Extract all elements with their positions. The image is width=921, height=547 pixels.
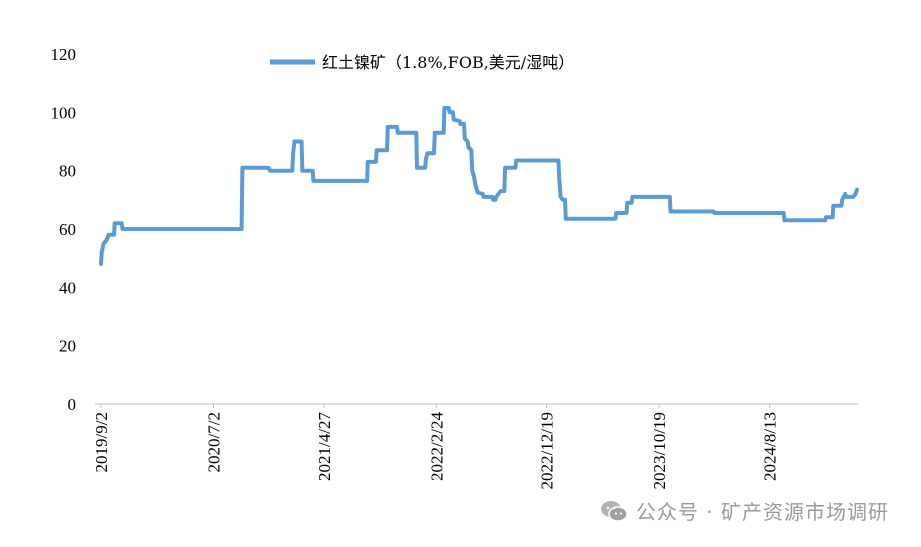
y-tick-label: 60 [59,220,76,239]
x-tick-label: 2021/4/27 [315,412,334,481]
y-tick-label: 80 [59,162,76,181]
y-tick-label: 20 [59,337,76,356]
series-group [99,106,859,266]
x-tick-label: 2024/8/13 [761,412,780,481]
x-tick-label: 2022/12/19 [538,412,557,489]
legend: 红土镍矿（1.8%,FOB,美元/湿吨） [270,53,574,72]
watermark: 公众号 · 矿产资源市场调研 [600,496,889,525]
y-tick-label: 100 [51,103,77,122]
legend-label: 红土镍矿（1.8%,FOB,美元/湿吨） [322,53,574,72]
x-tick-label: 2019/9/2 [92,412,111,472]
x-tick-label: 2020/7/2 [204,412,223,472]
x-axis: 2019/9/2 2020/7/2 2021/4/27 2022/2/24 2022/1… [92,404,780,489]
y-tick-label: 0 [68,395,77,414]
x-tick-label: 2022/2/24 [427,412,446,481]
x-tick-label: 2023/10/19 [650,412,669,489]
wechat-icon [600,500,628,522]
y-tick-label: 120 [51,45,77,64]
series-line [99,106,859,266]
y-axis: 0 20 40 60 80 100 120 [51,45,77,414]
watermark-text: 公众号 · 矿产资源市场调研 [635,500,889,524]
y-tick-label: 40 [59,278,76,297]
